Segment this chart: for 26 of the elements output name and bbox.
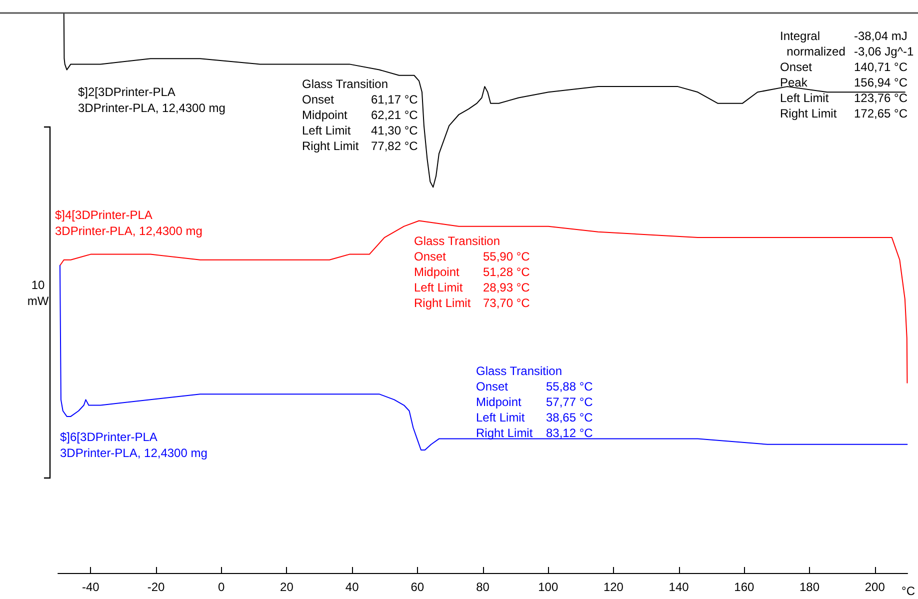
x-tick-label: 200 bbox=[864, 580, 886, 594]
x-tick-label: 0 bbox=[218, 580, 226, 594]
text: Glass Transition Onset 55,88 °C Midpoint 57,77 °C Left Limit 38,65 °C Right Limit 83,12 °C bbox=[476, 364, 593, 440]
text: Integral -38,04 mJ normalized -3,06 Jg^-1 Onset 140,71 °C Peak 156,94 °C Left Limit 123,76 °C Right Limit 172,65 °C bbox=[780, 29, 914, 120]
annotation: 3DPrinter-PLA, 12,4300 mg bbox=[60, 446, 208, 460]
x-tick-label: 80 bbox=[476, 580, 490, 594]
annotation: 3DPrinter-PLA, 12,4300 mg bbox=[55, 224, 202, 238]
x-tick-label: 180 bbox=[799, 580, 820, 594]
text: $]4[3DPrinter-PLA bbox=[55, 208, 152, 222]
x-tick-label: 160 bbox=[734, 580, 754, 594]
x-tick-label: -20 bbox=[147, 580, 166, 594]
text: mW bbox=[27, 294, 50, 308]
x-tick-label: -40 bbox=[82, 580, 100, 594]
x-axis-title: °C bbox=[902, 584, 916, 598]
x-tick-label: 120 bbox=[603, 580, 624, 594]
text: Glass Transition Onset 55,90 °C Midpoint 51,28 °C Left Limit 28,93 °C Right Limit 73,70 °C bbox=[414, 234, 530, 310]
text: Glass Transition Onset 61,17 °C Midpoint 62,21 °C Left Limit 41,30 °C Right Limit 77,82 °C bbox=[302, 77, 418, 153]
x-tick-label: 60 bbox=[410, 580, 424, 594]
x-tick-label: 40 bbox=[345, 580, 360, 594]
x-tick-label: 140 bbox=[668, 580, 690, 594]
annotation: 3DPrinter-PLA, 12,4300 mg bbox=[78, 101, 226, 115]
text: 10 bbox=[31, 278, 45, 292]
x-tick-label: 20 bbox=[280, 580, 294, 594]
series-label: $]2[3DPrinter-PLA bbox=[78, 85, 176, 99]
series-label: $]6[3DPrinter-PLA bbox=[60, 430, 158, 444]
x-tick-label: 100 bbox=[538, 580, 558, 594]
